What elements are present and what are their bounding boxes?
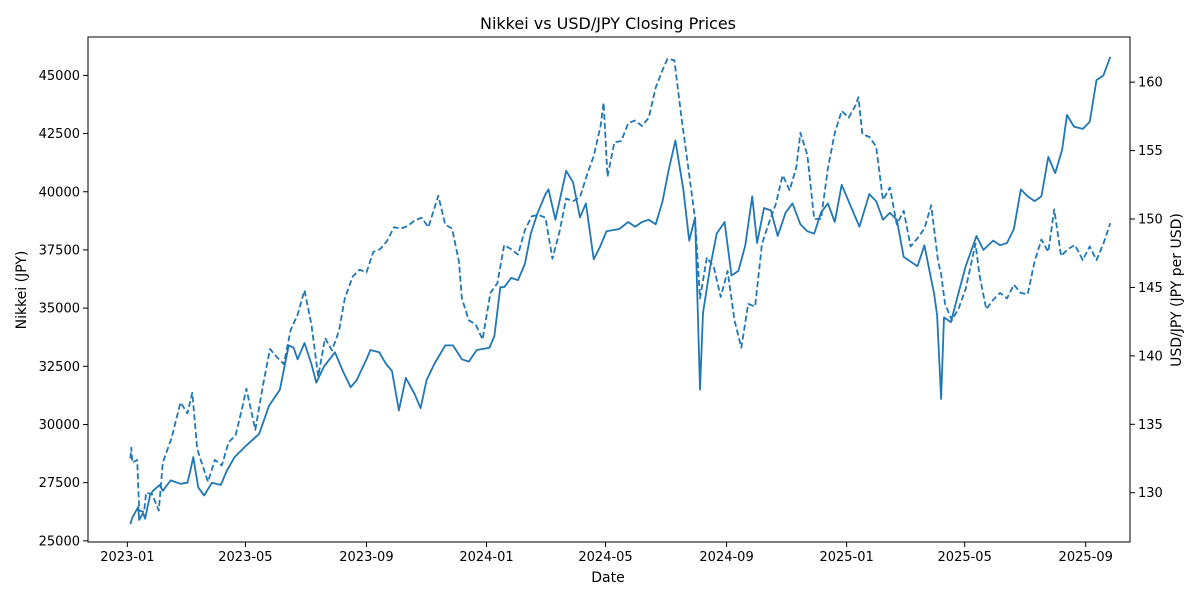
y-left-tick-label: 37500 [39,243,80,258]
y-right-tick-label: 150 [1138,213,1163,228]
y-left-tick-label: 32500 [39,360,80,375]
x-tick-label: 2023-09 [339,550,393,565]
x-tick-label: 2023-01 [100,550,154,565]
x-tick-label: 2025-01 [819,550,873,565]
x-tick-label: 2024-05 [578,550,632,565]
series-layer [129,56,1112,525]
y-right-tick-label: 160 [1138,76,1163,91]
nikkei-line [129,56,1112,525]
y-left-tick-label: 25000 [39,534,80,549]
chart-title: Nikkei vs USD/JPY Closing Prices [480,14,736,33]
y-right-tick-label: 155 [1138,144,1163,159]
plot-frame [87,36,1131,543]
y-right-tick-label: 135 [1138,418,1163,433]
y-left-tick-label: 30000 [39,418,80,433]
x-tick-label: 2025-05 [938,550,992,565]
y-axis-left-label: Nikkei (JPY) [14,251,30,330]
x-tick-label: 2024-09 [699,550,753,565]
y-right-tick-label: 130 [1138,486,1163,501]
y-left-tick-label: 27500 [39,476,80,491]
y-left-tick-label: 42500 [39,127,80,142]
y-axis-left: 25000 27500 30000 32500 35000 37500 40000 42500… [39,69,88,549]
y-right-tick-label: 145 [1138,281,1163,296]
x-tick-label: 2025-09 [1059,550,1113,565]
y-axis-right-label: USD/JPY (JPY per USD) [1169,213,1185,367]
y-left-tick-label: 35000 [39,302,80,317]
y-left-tick-label: 40000 [39,185,80,200]
y-right-tick-label: 140 [1138,349,1163,364]
x-tick-label: 2024-01 [459,550,513,565]
x-tick-label: 2023-05 [218,550,272,565]
usdjpy-line [129,58,1112,513]
x-axis: 2023-01 2023-05 2023-09 2024-01 2024-05 2024-… [100,542,1113,565]
x-axis-label: Date [591,570,624,586]
y-left-tick-label: 45000 [39,69,80,84]
y-axis-right: 130 135 140 145 150 155 160 [1130,76,1163,501]
